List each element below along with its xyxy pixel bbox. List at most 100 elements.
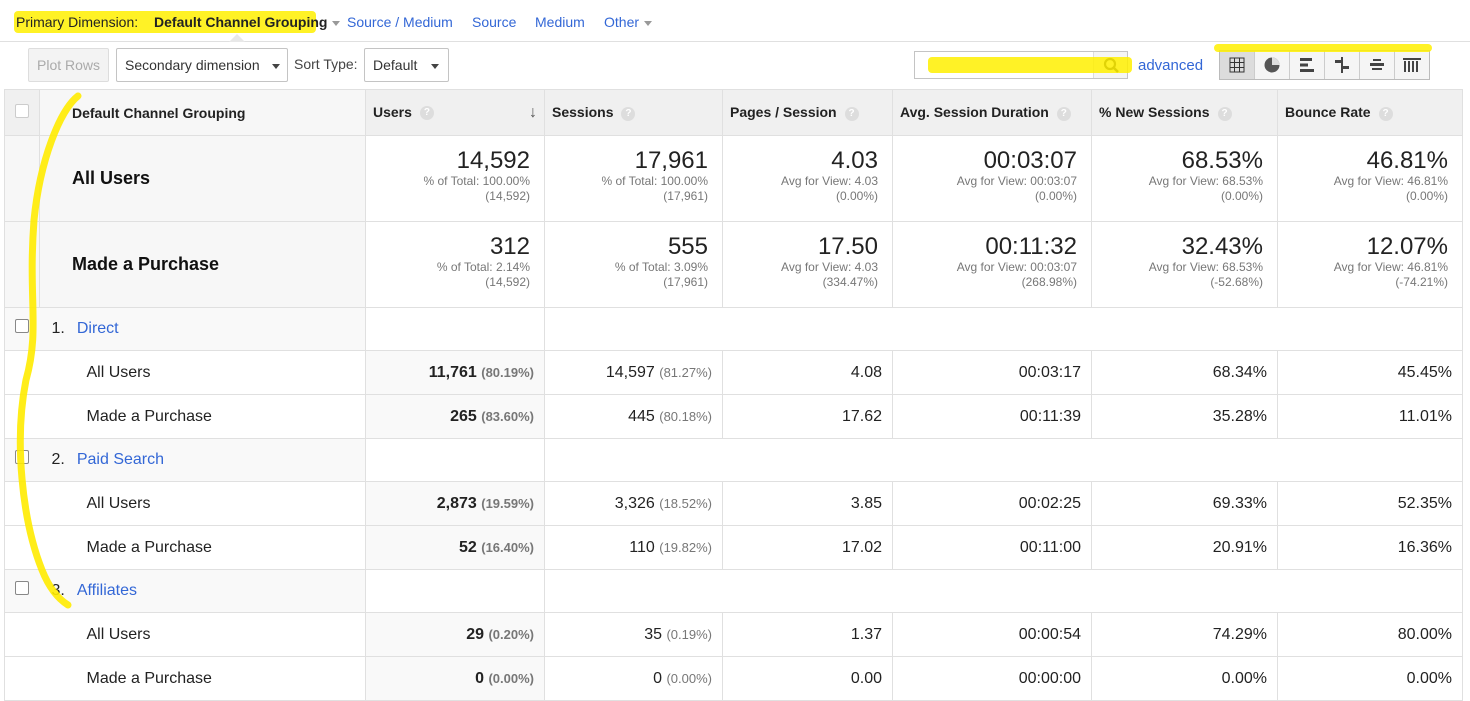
summary-metric-note: Avg for View: 00:03:07	[956, 174, 1077, 188]
summary-metric: 14,592% of Total: 100.00% (14,592)	[365, 135, 545, 222]
sessions-value: 110	[629, 538, 655, 556]
dur-cell: 00:00:54	[892, 612, 1092, 657]
users-percent: (83.60%)	[481, 408, 534, 424]
sort-type-value: Default	[373, 57, 418, 73]
sessions-cell: 35 (0.19%)	[544, 612, 723, 657]
help-icon[interactable]: ?	[1056, 106, 1071, 121]
segment-label: Made a Purchase	[39, 525, 366, 570]
dur-cell: 00:02:25	[892, 481, 1092, 526]
users-value: 29	[466, 625, 485, 643]
group-empty-cell	[365, 569, 545, 613]
search-button[interactable]	[1093, 52, 1127, 78]
group-select-cell	[4, 438, 40, 482]
dimension-link-medium[interactable]: Medium	[535, 14, 585, 30]
group-empty-cell	[365, 438, 545, 482]
column-header-new-sessions[interactable]: % New Sessions?	[1091, 89, 1278, 136]
users-percent: (0.00%)	[488, 670, 534, 686]
comparison-view-icon[interactable]	[1325, 51, 1360, 79]
new-cell: 20.91%	[1091, 525, 1278, 570]
help-icon[interactable]: ?	[1378, 106, 1393, 121]
segment-spacer	[4, 394, 40, 439]
column-header-bounce-rate[interactable]: Bounce Rate?	[1277, 89, 1463, 136]
sessions-value: 445	[628, 407, 655, 425]
pie-view-icon[interactable]	[1255, 51, 1290, 79]
column-header-dimension[interactable]: Default Channel Grouping	[39, 89, 366, 136]
summary-metric-note: % of Total: 2.14%	[436, 260, 530, 274]
dimension-link-source[interactable]: Source	[472, 14, 517, 30]
select-all-checkbox[interactable]	[15, 104, 29, 118]
group-row: 3. Affiliates	[4, 569, 1463, 613]
sessions-value: 3,326	[614, 494, 655, 512]
column-header-avg-duration[interactable]: Avg. Session Duration?	[892, 89, 1092, 136]
segment-spacer	[4, 612, 40, 657]
summary-metric: 12.07% Avg for View: 46.81% (-74.21%)	[1277, 221, 1463, 308]
new-cell: 69.33%	[1091, 481, 1278, 526]
group-name-cell: 1. Direct	[39, 307, 366, 351]
segment-row: All Users 29 (0.20%) 35 (0.19%) 1.37 00:00:5…	[4, 612, 1463, 657]
sessions-value: 14,597	[605, 363, 655, 381]
sort-type-dropdown[interactable]: Default	[364, 48, 449, 82]
sessions-cell: 0 (0.00%)	[544, 656, 723, 701]
group-empty-span	[544, 569, 1463, 613]
summary-metric: 00:11:32 Avg for View: 00:03:07 (268.98%)	[892, 221, 1092, 308]
primary-dimension-selected[interactable]: Default Channel Grouping	[154, 14, 328, 30]
sort-type-label: Sort Type:	[294, 56, 358, 72]
summary-metric-note: (-52.68%)	[1210, 275, 1263, 289]
row-checkbox[interactable]	[15, 450, 30, 464]
summary-row: Made a Purchase 312% of Total: 2.14% (14,5…	[4, 221, 1463, 308]
column-header-sessions[interactable]: Sessions?	[544, 89, 723, 136]
help-icon[interactable]: ?	[1217, 106, 1232, 121]
dimension-link-other[interactable]: Other	[604, 14, 640, 30]
table-view-icon[interactable]	[1220, 51, 1255, 79]
help-icon[interactable]: ?	[621, 106, 636, 121]
sessions-percent: (0.00%)	[666, 670, 712, 686]
row-checkbox[interactable]	[15, 581, 30, 595]
plot-rows-button[interactable]: Plot Rows	[28, 48, 109, 82]
search-icon	[1103, 57, 1119, 73]
help-icon[interactable]: ?	[419, 105, 434, 120]
secondary-dimension-dropdown[interactable]: Secondary dimension	[116, 48, 288, 82]
segment-label: All Users	[39, 350, 366, 395]
users-percent: (0.20%)	[488, 626, 534, 642]
segment-spacer	[4, 656, 40, 701]
group-select-cell	[4, 307, 40, 351]
advanced-filter-link[interactable]: advanced	[1138, 57, 1204, 74]
summary-metric-note: (334.47%)	[822, 275, 878, 289]
summary-metric-note: Avg for View: 4.03	[781, 174, 878, 188]
dur-cell: 00:11:00	[892, 525, 1092, 570]
summary-spacer	[4, 135, 40, 222]
pivot-view-icon[interactable]	[1395, 51, 1429, 79]
summary-metric: 17,961% of Total: 100.00% (17,961)	[544, 135, 723, 222]
sessions-percent: (18.52%)	[659, 495, 712, 511]
term-cloud-icon[interactable]	[1360, 51, 1395, 79]
help-icon[interactable]: ?	[844, 106, 859, 121]
column-header-users[interactable]: Users? ↓	[365, 89, 545, 136]
group-link[interactable]: Affiliates	[76, 582, 138, 599]
group-row: 2. Paid Search	[4, 438, 1463, 482]
bounce-cell: 11.01%	[1277, 394, 1463, 439]
group-empty-span	[544, 307, 1463, 351]
summary-metric-note: Avg for View: 46.81%	[1333, 260, 1448, 274]
group-link[interactable]: Direct	[76, 320, 119, 337]
group-index: 3.	[51, 582, 65, 599]
search-input[interactable]	[914, 51, 1128, 79]
summary-metric-note: (268.98%)	[1021, 275, 1077, 289]
segment-row: All Users 11,761 (80.19%) 14,597 (81.27%) 4…	[4, 350, 1463, 395]
group-link[interactable]: Paid Search	[76, 451, 165, 468]
selected-pointer	[229, 34, 245, 42]
summary-metric: 46.81% Avg for View: 46.81% (0.00%)	[1277, 135, 1463, 222]
group-select-cell	[4, 569, 40, 613]
pps-cell: 3.85	[722, 481, 893, 526]
dimension-link-source-medium[interactable]: Source / Medium	[347, 14, 453, 30]
summary-metric-value: 32.43%	[1181, 233, 1263, 260]
dur-cell: 00:00:00	[892, 656, 1092, 701]
summary-metric-note: % of Total: 100.00%	[601, 174, 708, 188]
column-header-pages-session[interactable]: Pages / Session?	[722, 89, 893, 136]
sessions-cell: 14,597 (81.27%)	[544, 350, 723, 395]
summary-metric-note: (0.00%)	[1405, 189, 1448, 203]
users-value: 11,761	[428, 363, 477, 381]
bar-view-icon[interactable]	[1290, 51, 1325, 79]
row-checkbox[interactable]	[15, 319, 30, 333]
summary-metric-value: 00:03:07	[983, 147, 1077, 174]
sessions-percent: (19.82%)	[659, 539, 712, 555]
